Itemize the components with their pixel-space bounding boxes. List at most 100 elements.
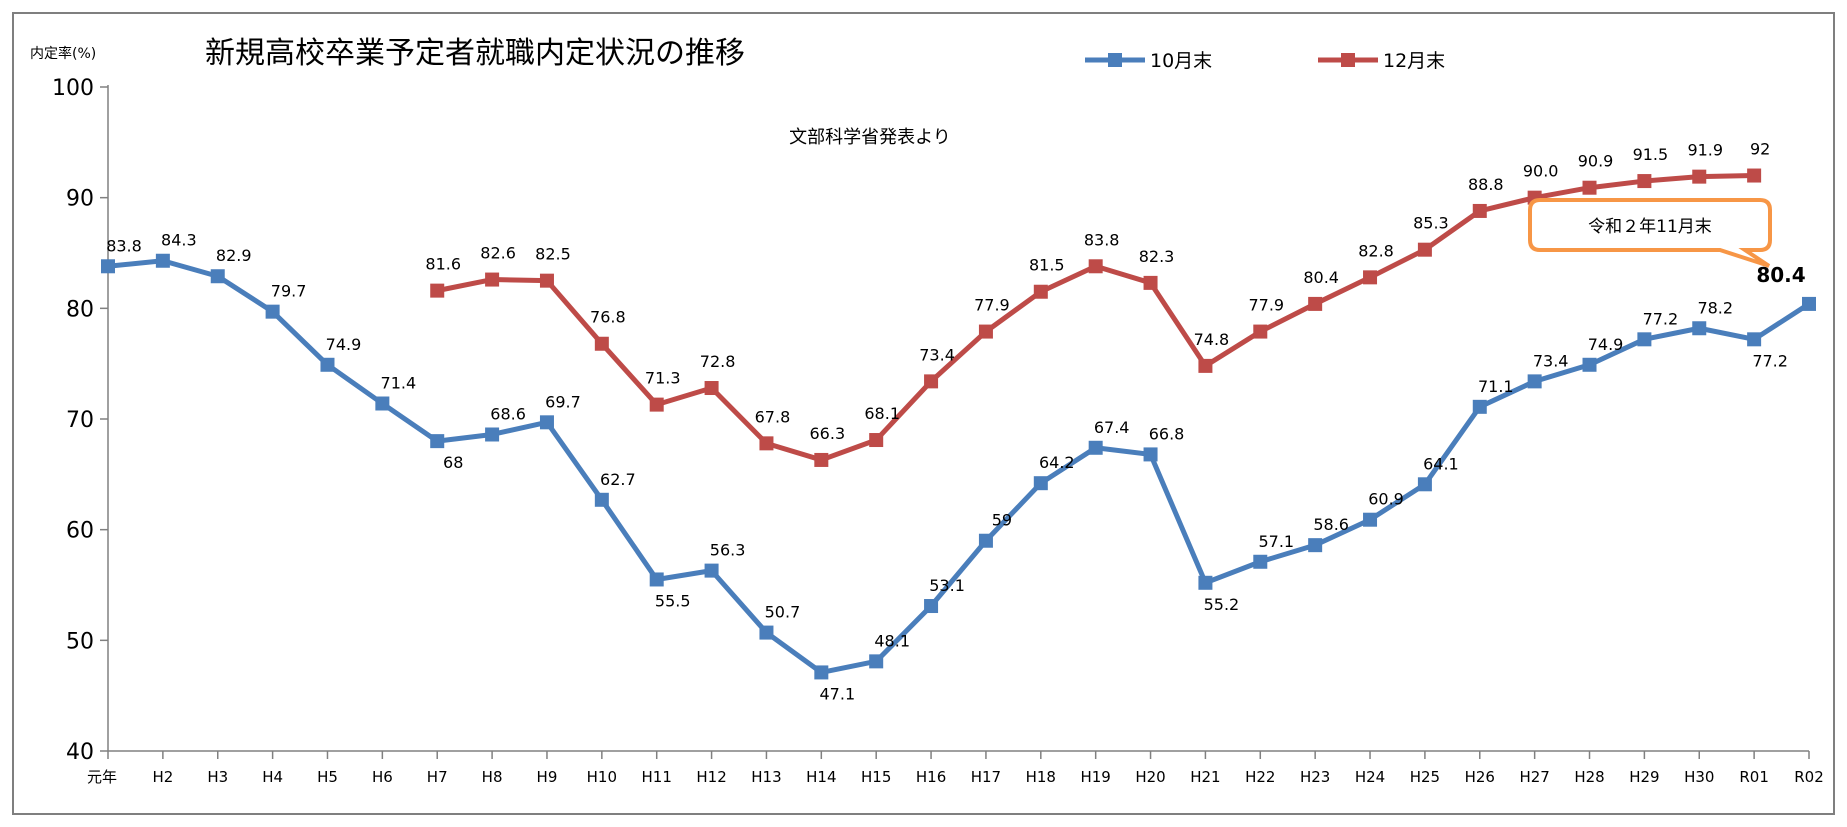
data-point-12gatsu [1253, 324, 1268, 339]
data-label-10gatsu: 47.1 [820, 684, 856, 703]
data-label-10gatsu: 80.4 [1756, 263, 1805, 287]
x-tick-label: H4 [262, 768, 283, 786]
data-point-12gatsu [539, 273, 554, 288]
data-point-10gatsu [155, 253, 170, 268]
data-point-10gatsu [1033, 476, 1048, 491]
data-label-10gatsu: 71.4 [381, 374, 417, 393]
x-tick-label: H15 [861, 768, 891, 786]
x-tick-label: R01 [1739, 768, 1769, 786]
x-tick-label: H21 [1190, 768, 1220, 786]
x-tick-label: H10 [587, 768, 617, 786]
data-label-12gatsu: 91.5 [1633, 145, 1669, 164]
data-point-10gatsu [101, 259, 115, 274]
y-axis-label: 内定率(%) [30, 45, 96, 62]
x-tick-label: H29 [1629, 768, 1659, 786]
data-point-10gatsu [430, 434, 445, 449]
data-point-12gatsu [430, 283, 445, 298]
data-label-10gatsu: 82.9 [216, 246, 252, 265]
data-label-10gatsu: 64.1 [1423, 454, 1459, 473]
x-tick-label: H28 [1574, 768, 1604, 786]
x-tick-label: H14 [806, 768, 836, 786]
data-label-10gatsu: 62.7 [600, 470, 636, 489]
data-point-12gatsu [649, 397, 664, 412]
data-point-12gatsu [1582, 180, 1597, 195]
data-label-10gatsu: 56.3 [710, 541, 746, 560]
data-label-10gatsu: 68.6 [490, 404, 526, 423]
y-tick-label: 40 [66, 740, 94, 765]
y-tick-label: 80 [66, 297, 94, 322]
data-label-12gatsu: 81.5 [1029, 256, 1065, 275]
x-tick-label: H9 [537, 768, 558, 786]
data-label-12gatsu: 67.8 [755, 407, 791, 426]
data-point-10gatsu [978, 533, 993, 548]
chart-title: 新規高校卒業予定者就職内定状況の推移 [205, 36, 745, 71]
data-label-12gatsu: 73.4 [919, 345, 955, 364]
data-point-12gatsu [1308, 296, 1323, 311]
data-point-12gatsu [1033, 284, 1048, 299]
data-label-10gatsu: 71.1 [1478, 377, 1514, 396]
data-label-10gatsu: 73.4 [1533, 351, 1569, 370]
data-label-12gatsu: 81.6 [425, 255, 461, 274]
data-label-10gatsu: 77.2 [1752, 351, 1788, 370]
x-tick-label: H24 [1355, 768, 1385, 786]
legend-marker-12gatsu [1341, 53, 1355, 67]
data-label-12gatsu: 77.9 [1248, 296, 1284, 315]
data-point-10gatsu [1198, 575, 1213, 590]
data-label-12gatsu: 90.0 [1523, 162, 1559, 181]
data-point-12gatsu [978, 324, 993, 339]
data-point-12gatsu [1472, 203, 1487, 218]
data-label-10gatsu: 53.1 [929, 576, 965, 595]
x-tick-label: H20 [1135, 768, 1165, 786]
legend-item-10gatsu: 10月末 [1085, 50, 1212, 72]
y-tick-label: 100 [52, 76, 94, 101]
data-point-10gatsu [320, 357, 335, 372]
chart-subtitle: 文部科学省発表より [789, 127, 951, 148]
data-point-12gatsu [1363, 270, 1378, 285]
data-point-10gatsu [1747, 332, 1762, 347]
data-label-12gatsu: 92 [1750, 140, 1770, 159]
data-label-10gatsu: 59 [992, 511, 1012, 530]
data-point-10gatsu [759, 625, 774, 640]
series-line-10gatsu [107, 258, 1811, 675]
x-tick-label: H19 [1080, 768, 1110, 786]
data-label-10gatsu: 67.4 [1094, 418, 1130, 437]
data-label-10gatsu: 57.1 [1258, 532, 1294, 551]
data-point-10gatsu [814, 665, 829, 680]
x-tick-label: H8 [482, 768, 503, 786]
x-tick-label: R02 [1794, 768, 1824, 786]
y-tick-label: 70 [66, 408, 94, 433]
x-tick-label: H18 [1026, 768, 1056, 786]
data-label-12gatsu: 91.9 [1687, 141, 1723, 160]
data-label-12gatsu: 82.3 [1139, 247, 1175, 266]
data-label-12gatsu: 83.8 [1084, 230, 1120, 249]
data-point-12gatsu [1417, 242, 1432, 257]
data-point-10gatsu [485, 427, 500, 442]
data-label-12gatsu: 90.9 [1578, 152, 1614, 171]
data-label-10gatsu: 74.9 [326, 335, 362, 354]
legend-item-12gatsu: 12月末 [1318, 50, 1445, 72]
legend: 10月末 12月末 [1085, 50, 1445, 72]
data-point-12gatsu [1088, 259, 1103, 274]
x-tick-label: H27 [1519, 768, 1549, 786]
callout-box [1528, 198, 1772, 268]
data-label-10gatsu: 74.9 [1588, 335, 1624, 354]
data-label-10gatsu: 77.2 [1643, 309, 1679, 328]
callout-label: 令和２年11月末 [1588, 217, 1712, 237]
data-point-10gatsu [1527, 374, 1542, 389]
data-label-10gatsu: 79.7 [271, 282, 307, 301]
data-point-10gatsu [1802, 296, 1816, 311]
data-label-10gatsu: 84.3 [161, 231, 197, 250]
x-tick-label: H5 [317, 768, 338, 786]
legend-label-12gatsu: 12月末 [1383, 50, 1445, 72]
x-tick-label: H26 [1465, 768, 1495, 786]
x-tick-label: H25 [1410, 768, 1440, 786]
legend-marker-10gatsu [1108, 53, 1122, 67]
x-tick-label: H23 [1300, 768, 1330, 786]
data-label-12gatsu: 82.8 [1358, 241, 1394, 260]
data-label-10gatsu: 66.8 [1149, 424, 1185, 443]
series-10gatsu: 83.8 84.3 82.9 79.7 74.9 71.4 68 68.6 69.7 62.7 55… [101, 231, 1816, 703]
data-label-12gatsu: 80.4 [1303, 268, 1339, 287]
data-label-10gatsu: 64.2 [1039, 453, 1075, 472]
data-label-10gatsu: 83.8 [106, 236, 142, 255]
